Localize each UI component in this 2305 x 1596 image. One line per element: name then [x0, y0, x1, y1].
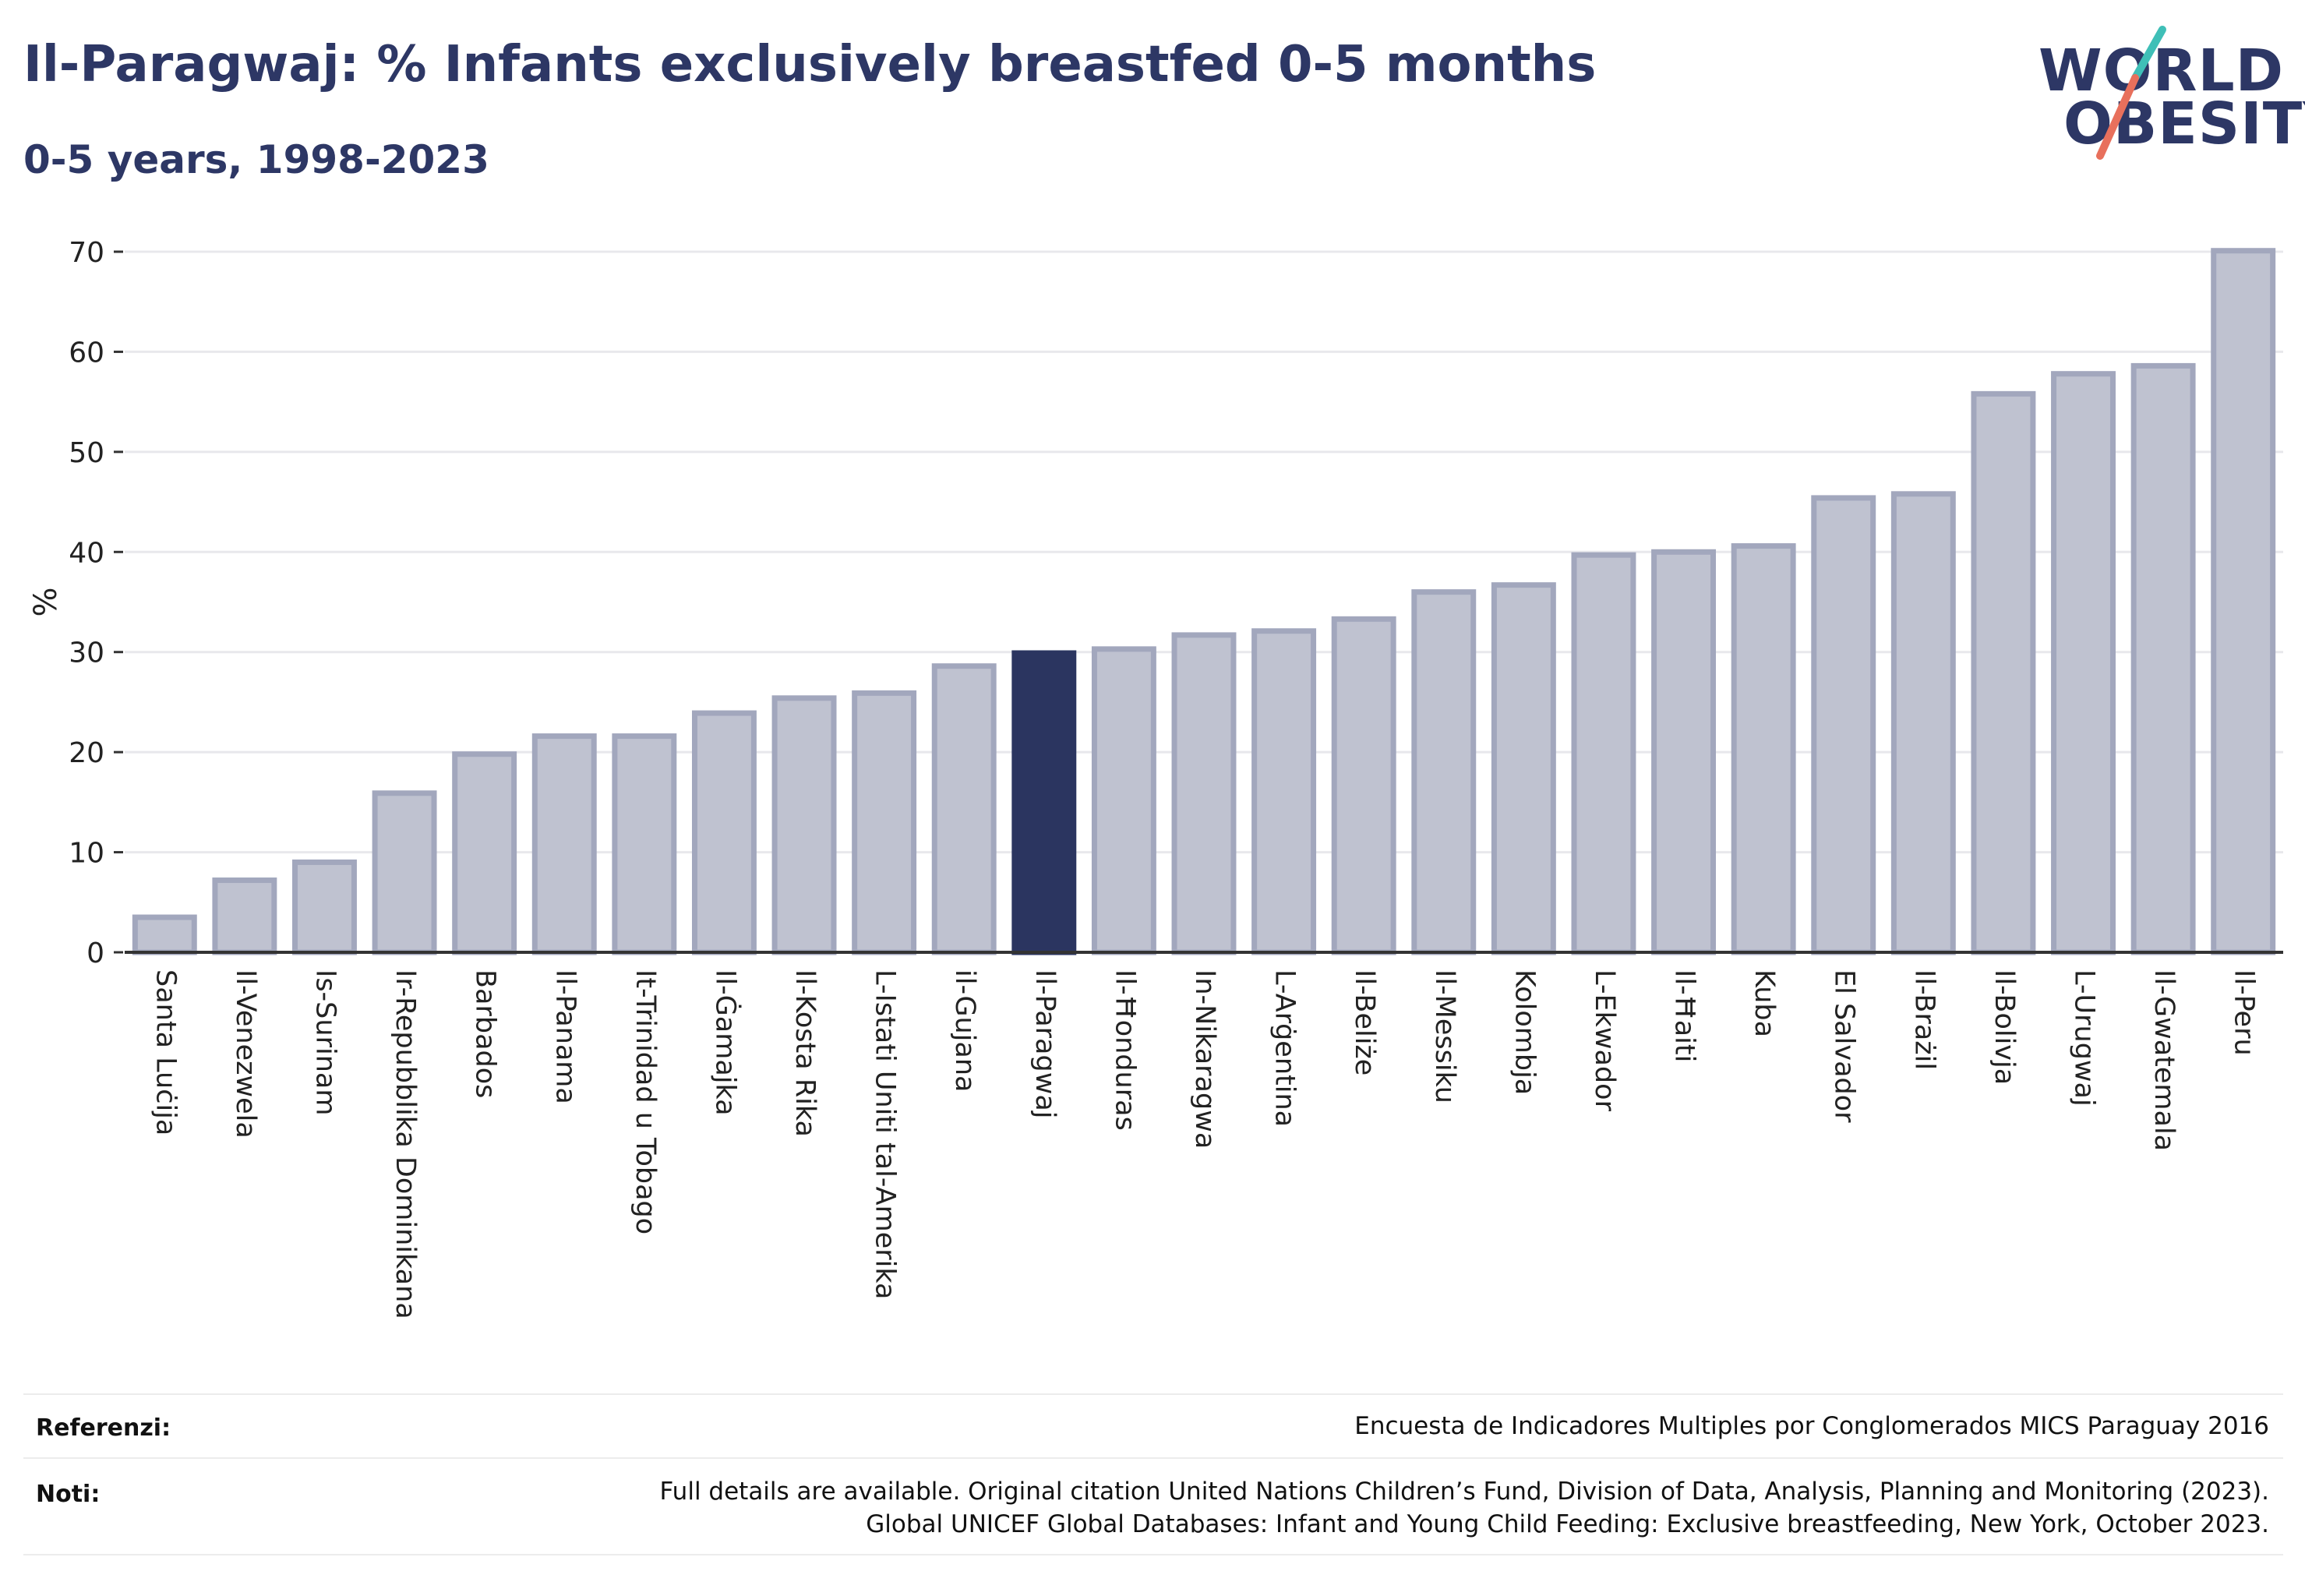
x-tick-label: Is-Surinam: [309, 969, 341, 1115]
bar: [771, 695, 837, 955]
x-tick-label: Il-Peru: [2229, 969, 2260, 1056]
x-tick-label: Il-Gwatemala: [2148, 969, 2180, 1151]
x-tick-label: Il-Panama: [549, 969, 581, 1104]
references-label: Referenzi:: [36, 1414, 171, 1442]
x-tick-label: Santa Luċija: [150, 969, 181, 1135]
notes-label: Noti:: [36, 1481, 101, 1508]
chart-title: Il-Paragwaj: % Infants exclusively breas…: [23, 36, 1597, 94]
x-tick-label: Kuba: [1749, 969, 1780, 1037]
bar: [2130, 362, 2196, 955]
x-tick-label: Il-Bolivja: [1989, 969, 2020, 1085]
x-tick-label: Il-Messiku: [1429, 969, 1460, 1103]
bar: [691, 710, 757, 955]
bar: [1091, 646, 1156, 955]
x-tick-label: Il-Brażil: [1908, 969, 1940, 1070]
x-tick-label: L-Ekwador: [1589, 969, 1620, 1112]
x-tick-label: Barbados: [470, 969, 501, 1098]
footer-divider-top: [23, 1393, 2283, 1395]
bar: [452, 751, 517, 955]
x-tick-label: Il-Paragwaj: [1029, 969, 1061, 1119]
bar: [1491, 582, 1556, 955]
bar: [1331, 616, 1396, 955]
bars: [132, 248, 2276, 955]
chart-subtitle: 0-5 years, 1998-2023: [23, 137, 489, 182]
bar: [1890, 491, 1956, 955]
bar: [1171, 632, 1237, 955]
x-tick-label: Il-Kosta Rika: [789, 969, 821, 1137]
bar: [212, 877, 277, 955]
x-tick-label: Il-Ħonduras: [1109, 969, 1140, 1131]
notes-line-2: Global UNICEF Global Databases: Infant a…: [866, 1510, 2269, 1538]
x-tick-label: Il-Venezwela: [230, 969, 261, 1139]
y-tick-label: 10: [69, 838, 104, 870]
x-tick-label: Kolombja: [1509, 969, 1540, 1095]
y-tick-label: 40: [69, 537, 104, 569]
x-tick-label: Il-Beliże: [1349, 969, 1380, 1075]
y-tick-label: 20: [69, 737, 104, 769]
bar: [1411, 589, 1477, 955]
bar: [1571, 552, 1636, 955]
x-tick-label: In-Nikaragwa: [1189, 969, 1220, 1149]
y-tick-label: 50: [69, 437, 104, 469]
x-tick-label: il-Gujana: [949, 969, 980, 1092]
notes-line-1: Full details are available. Original cit…: [659, 1478, 2269, 1506]
bar: [132, 914, 197, 955]
references-text: Encuesta de Indicadores Multiples por Co…: [1354, 1412, 2269, 1440]
footer-divider-middle: [23, 1457, 2283, 1459]
world-obesity-logo: WORLD OBESITY: [2026, 23, 2305, 164]
bar: [372, 790, 437, 955]
bar: [1011, 650, 1077, 955]
footer-divider-bottom: [23, 1554, 2283, 1555]
x-tick-label: L-Istati Uniti tal-Amerika: [870, 969, 901, 1299]
bar: [292, 859, 357, 955]
bar: [1251, 628, 1317, 955]
x-tick-label: Il-Ħaiti: [1669, 969, 1700, 1062]
x-tick-label: El Salvador: [1829, 969, 1860, 1123]
axes: [114, 250, 2283, 954]
bar: [612, 733, 677, 955]
bar: [1811, 495, 1876, 955]
y-axis-label: %: [28, 587, 64, 616]
bar: [531, 733, 597, 955]
bar: [852, 690, 917, 955]
x-tick-label: It-Trinidad u Tobago: [630, 969, 661, 1234]
x-tick-label: L-Urugwaj: [2069, 969, 2100, 1107]
tick-labels: 0 10 20 30 40 50 60 70% Santa Luċija Il-Venezwela…: [28, 237, 2260, 1319]
bar: [2211, 248, 2276, 955]
bar: [1731, 543, 1796, 955]
x-tick-label: Il-Ġamajka: [709, 969, 742, 1116]
y-tick-label: 30: [69, 637, 104, 669]
logo-slash-icon: [2096, 26, 2166, 160]
bar: [2051, 371, 2116, 955]
y-tick-label: 70: [69, 237, 104, 269]
x-tick-label: Ir-Repubblika Dominikana: [390, 969, 421, 1319]
y-tick-label: 0: [86, 937, 104, 969]
bar: [1971, 390, 2036, 955]
x-tick-label: L-Arġentina: [1269, 969, 1301, 1127]
y-tick-label: 60: [69, 337, 104, 369]
bar-chart: 0 10 20 30 40 50 60 70% Santa Luċija Il-Venezwela…: [28, 237, 2283, 1319]
bar: [1651, 549, 1717, 955]
bar: [931, 663, 997, 955]
logo-word-world: WORLD: [2038, 37, 2285, 104]
